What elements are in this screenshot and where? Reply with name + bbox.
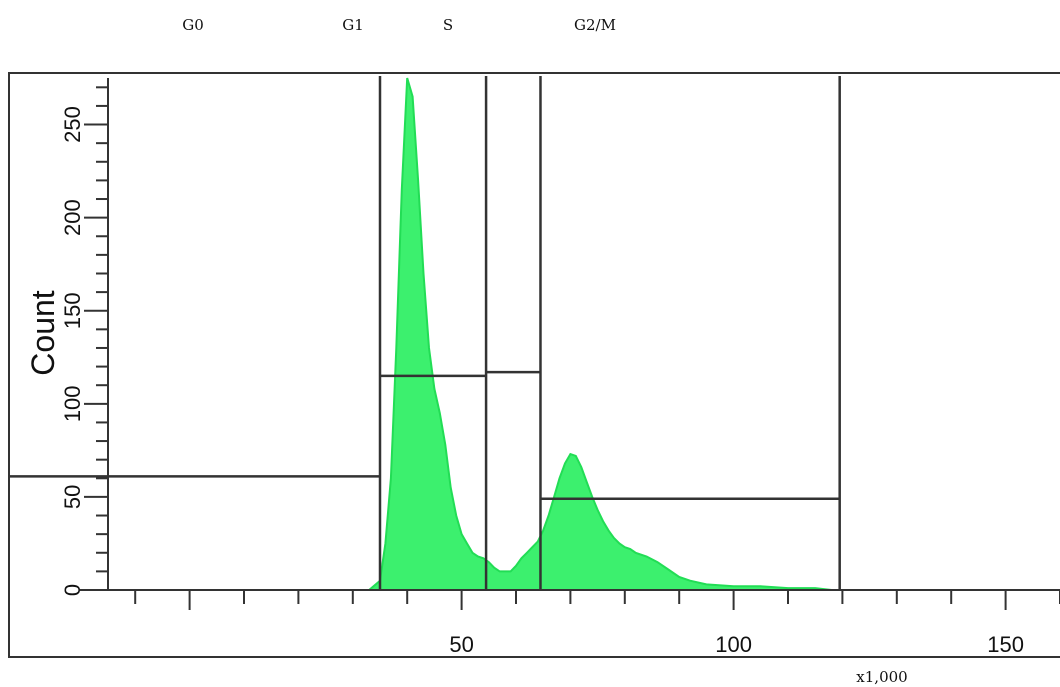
y-tick-label: 250 <box>60 106 85 143</box>
y-tick-label: 0 <box>60 584 85 596</box>
y-tick-label: 50 <box>60 485 85 509</box>
x-tick-label: 50 <box>449 632 473 657</box>
x-tick-label: 100 <box>715 632 752 657</box>
phase-label-g2-m: G2/M <box>574 16 616 34</box>
y-tick-label: 200 <box>60 199 85 236</box>
x-multiplier-label: x1,000 <box>856 668 907 686</box>
phase-label-g1: G1 <box>342 16 364 34</box>
histogram-area-0 <box>366 77 832 591</box>
y-axis-title: Count <box>25 290 61 376</box>
y-tick-label: 150 <box>60 292 85 329</box>
phase-label-g0: G0 <box>182 16 204 34</box>
x-tick-label: 150 <box>987 632 1024 657</box>
y-tick-label: 100 <box>60 385 85 422</box>
phase-label-s: S <box>443 16 453 34</box>
